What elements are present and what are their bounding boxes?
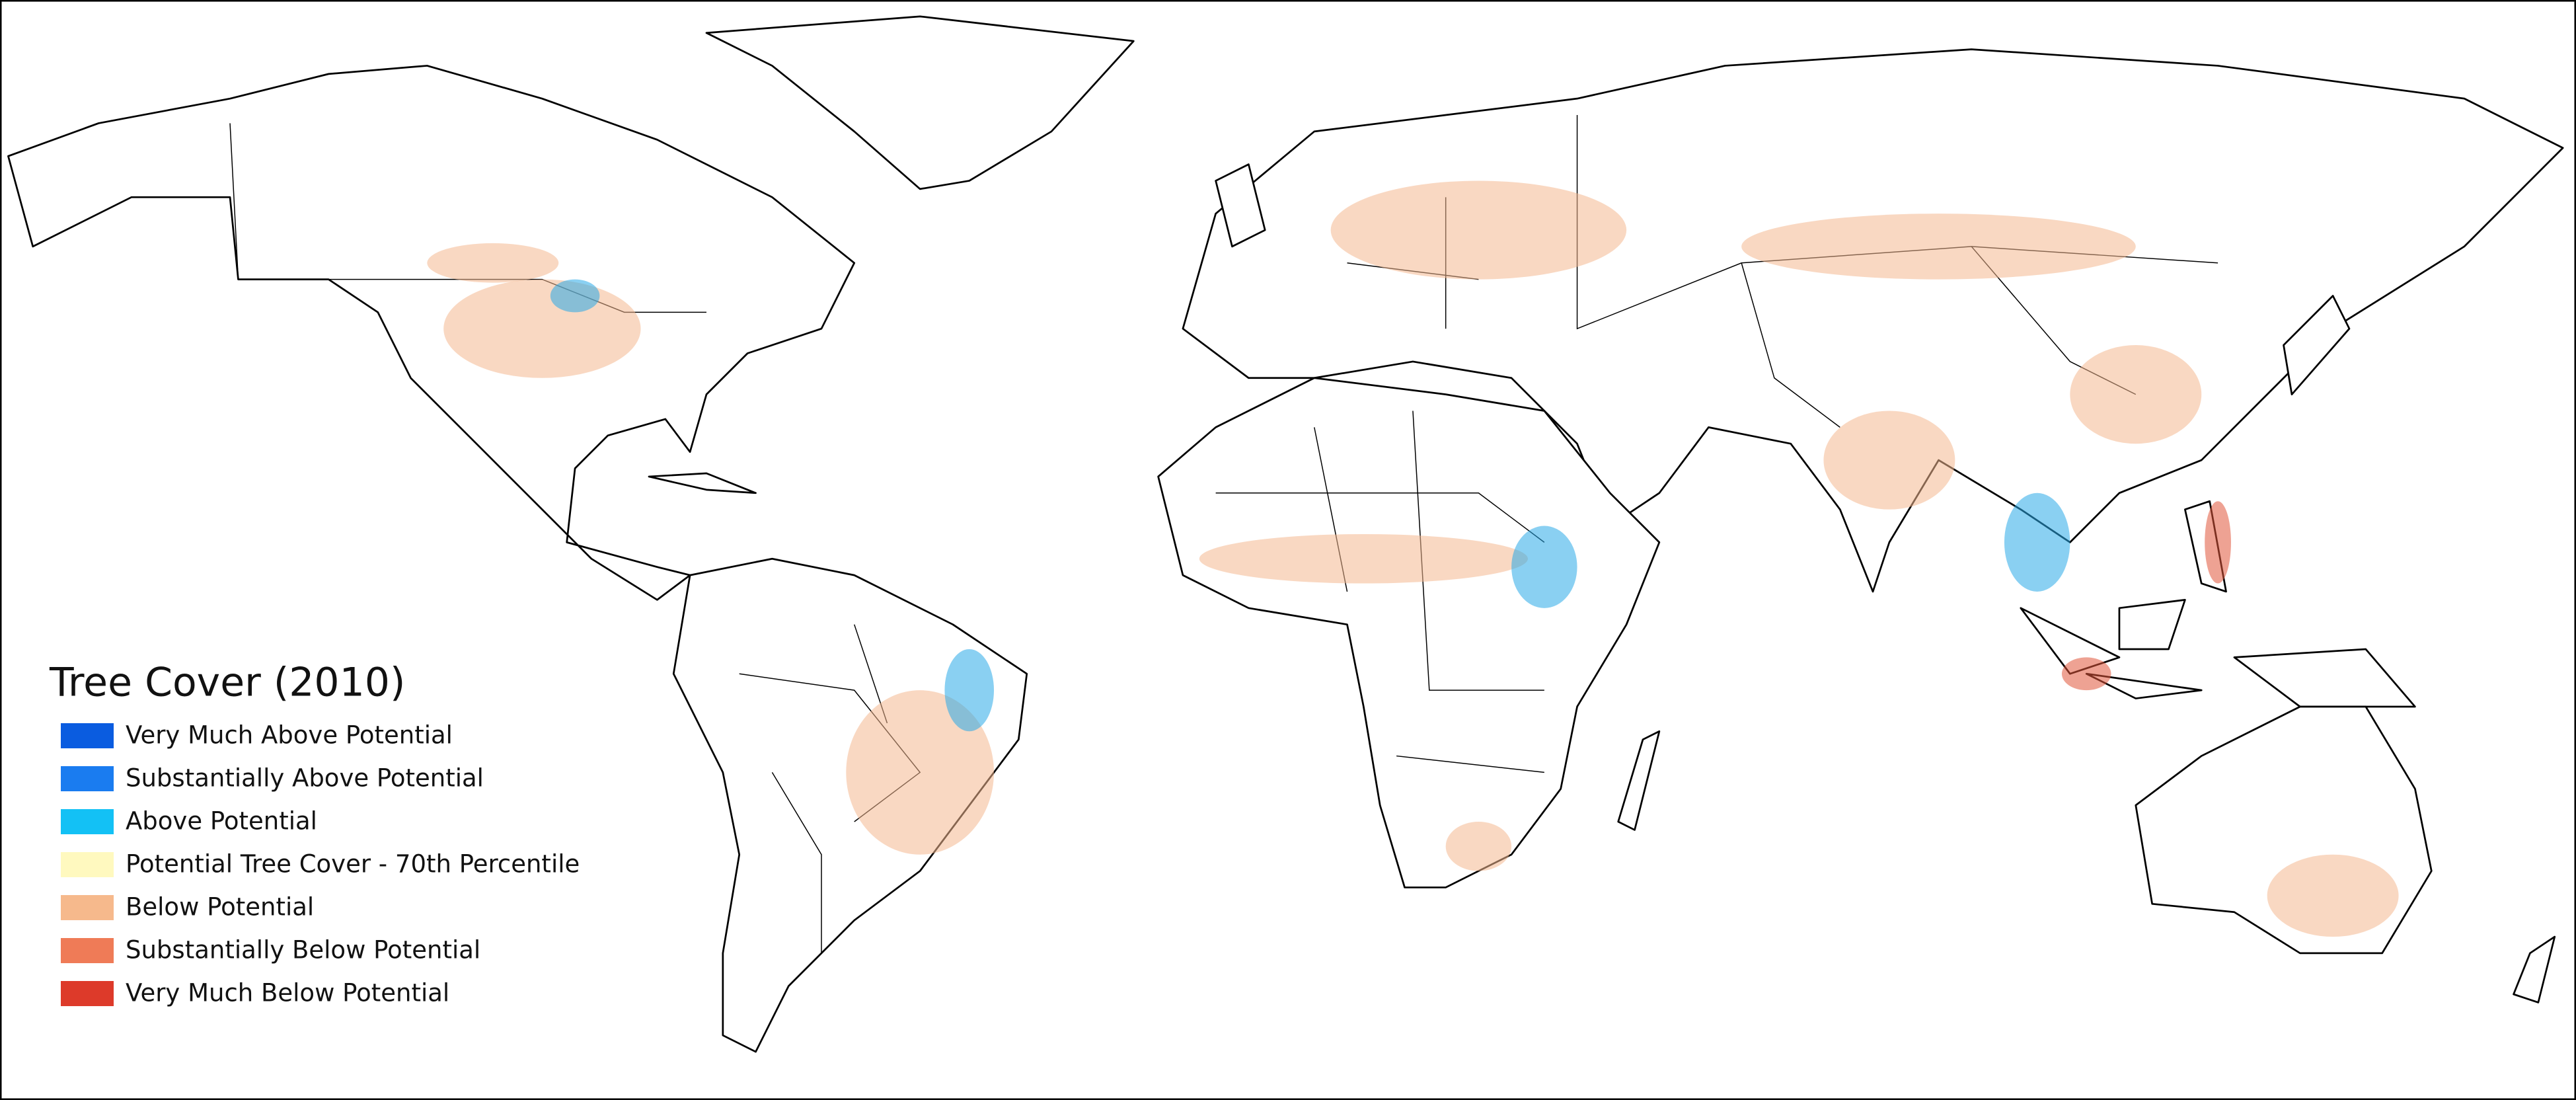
legend-label: Above Potential <box>126 807 317 836</box>
legend-swatch <box>61 766 114 791</box>
africa <box>1157 377 1661 888</box>
legend-title: Tree Cover (2010) <box>49 660 405 706</box>
eurasia-borders <box>1347 115 2218 428</box>
legend-swatch <box>61 895 114 920</box>
japan <box>2283 295 2351 396</box>
tree-cover-patches <box>427 180 2399 937</box>
patch <box>944 648 995 732</box>
patch <box>1330 180 1627 280</box>
legend-label: Very Much Above Potential <box>126 721 453 750</box>
patch <box>1741 214 2136 280</box>
legend-swatch <box>61 938 114 963</box>
legend-label: Substantially Below Potential <box>126 936 480 964</box>
patch <box>2205 501 2231 584</box>
legend-swatch <box>61 723 114 748</box>
patch <box>2004 492 2070 592</box>
legend-swatch <box>61 809 114 834</box>
legend: Very Much Above Potential Substantially A… <box>61 721 580 1007</box>
world-map <box>7 15 2564 1053</box>
patch <box>2267 854 2399 937</box>
legend-label: Very Much Below Potential <box>126 979 449 1007</box>
cuba <box>648 472 757 494</box>
patch <box>427 243 559 283</box>
madagascar <box>1617 730 1661 831</box>
new-zealand <box>2513 935 2556 1003</box>
patch <box>1199 533 1528 584</box>
patch <box>2070 345 2202 444</box>
legend-swatch <box>61 981 114 1006</box>
legend-label: Potential Tree Cover - 70th Percentile <box>126 850 580 879</box>
patch <box>2061 657 2111 691</box>
uk <box>1215 163 1266 248</box>
legend-label: Substantially Above Potential <box>126 764 484 793</box>
patch <box>846 690 995 855</box>
patch <box>550 279 600 313</box>
greenland <box>705 15 1135 190</box>
legend-swatch <box>61 852 114 877</box>
alaska-border <box>229 123 239 280</box>
legend-label: Below Potential <box>126 893 314 922</box>
patch <box>1823 411 1955 510</box>
patch <box>443 279 641 378</box>
patch <box>1445 822 1512 871</box>
south-america <box>672 557 1028 1053</box>
africa-borders <box>1215 411 1545 773</box>
patch <box>1511 526 1577 608</box>
